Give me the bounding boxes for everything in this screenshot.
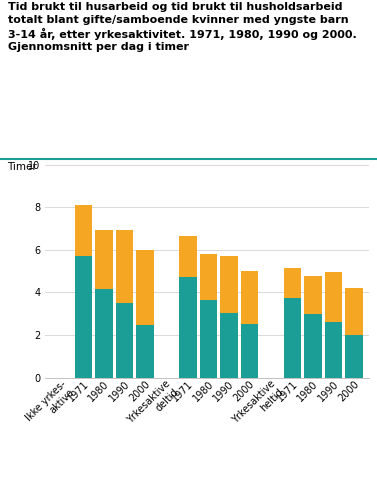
Bar: [345, 335, 363, 378]
Bar: [241, 324, 258, 378]
Bar: [284, 298, 301, 378]
Text: Timer: Timer: [8, 162, 37, 172]
Bar: [200, 254, 217, 300]
Bar: [220, 256, 238, 313]
Bar: [345, 288, 363, 335]
Bar: [304, 314, 322, 378]
Bar: [200, 300, 217, 378]
Bar: [75, 256, 92, 378]
Bar: [179, 277, 197, 378]
Bar: [284, 268, 301, 298]
Bar: [95, 229, 113, 289]
Bar: [325, 272, 342, 322]
Bar: [241, 271, 258, 324]
Bar: [136, 250, 154, 325]
Bar: [75, 205, 92, 256]
Bar: [304, 276, 322, 314]
Bar: [116, 229, 133, 303]
Bar: [95, 289, 113, 378]
Bar: [116, 303, 133, 378]
Bar: [179, 236, 197, 277]
Bar: [325, 322, 342, 378]
Bar: [220, 313, 238, 378]
Text: Tid brukt til husarbeid og tid brukt til husholdsarbeid
totalt blant gifte/sambo: Tid brukt til husarbeid og tid brukt til…: [8, 2, 356, 52]
Bar: [136, 325, 154, 378]
